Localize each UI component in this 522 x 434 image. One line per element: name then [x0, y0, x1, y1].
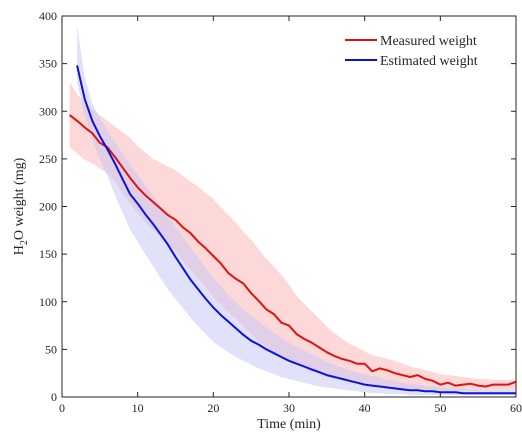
x-tick-label: 50 [434, 401, 446, 415]
band-estimated [77, 25, 516, 396]
x-tick-label: 60 [510, 401, 522, 415]
x-tick-label: 0 [59, 401, 65, 415]
y-tick-label: 400 [39, 9, 57, 23]
x-tick-label: 20 [207, 401, 219, 415]
legend: Measured weight Estimated weight [345, 34, 478, 69]
legend-label-measured: Measured weight [380, 34, 477, 49]
series-lines [68, 65, 517, 395]
legend-label-estimated: Estimated weight [380, 54, 478, 69]
y-tick-label: 150 [39, 247, 57, 261]
y-tick-label: 50 [45, 342, 57, 356]
x-axis-label: Time (min) [257, 417, 321, 432]
x-tick-label: 10 [132, 401, 144, 415]
y-tick-label: 100 [39, 295, 57, 309]
y-axis-label-suffix: O weight (mg) [12, 157, 27, 240]
series-line-estimated [76, 65, 516, 395]
series-line-measured [68, 114, 517, 388]
y-axis-label: H2O weight (mg) [12, 157, 30, 255]
y-tick-label: 300 [39, 104, 57, 118]
x-tick-label: 40 [359, 401, 371, 415]
x-tick-label: 30 [283, 401, 295, 415]
y-tick-label: 0 [51, 390, 57, 404]
y-tick-label: 200 [39, 200, 57, 214]
y-axis-label-subscript: 2 [19, 240, 30, 245]
y-tick-label: 350 [39, 57, 57, 71]
y-axis-label-prefix: H [12, 245, 27, 255]
ticks: 0 10 20 30 40 50 60 0 50 100 150 200 250 300 350 400 [39, 9, 522, 415]
y-tick-label: 250 [39, 152, 57, 166]
